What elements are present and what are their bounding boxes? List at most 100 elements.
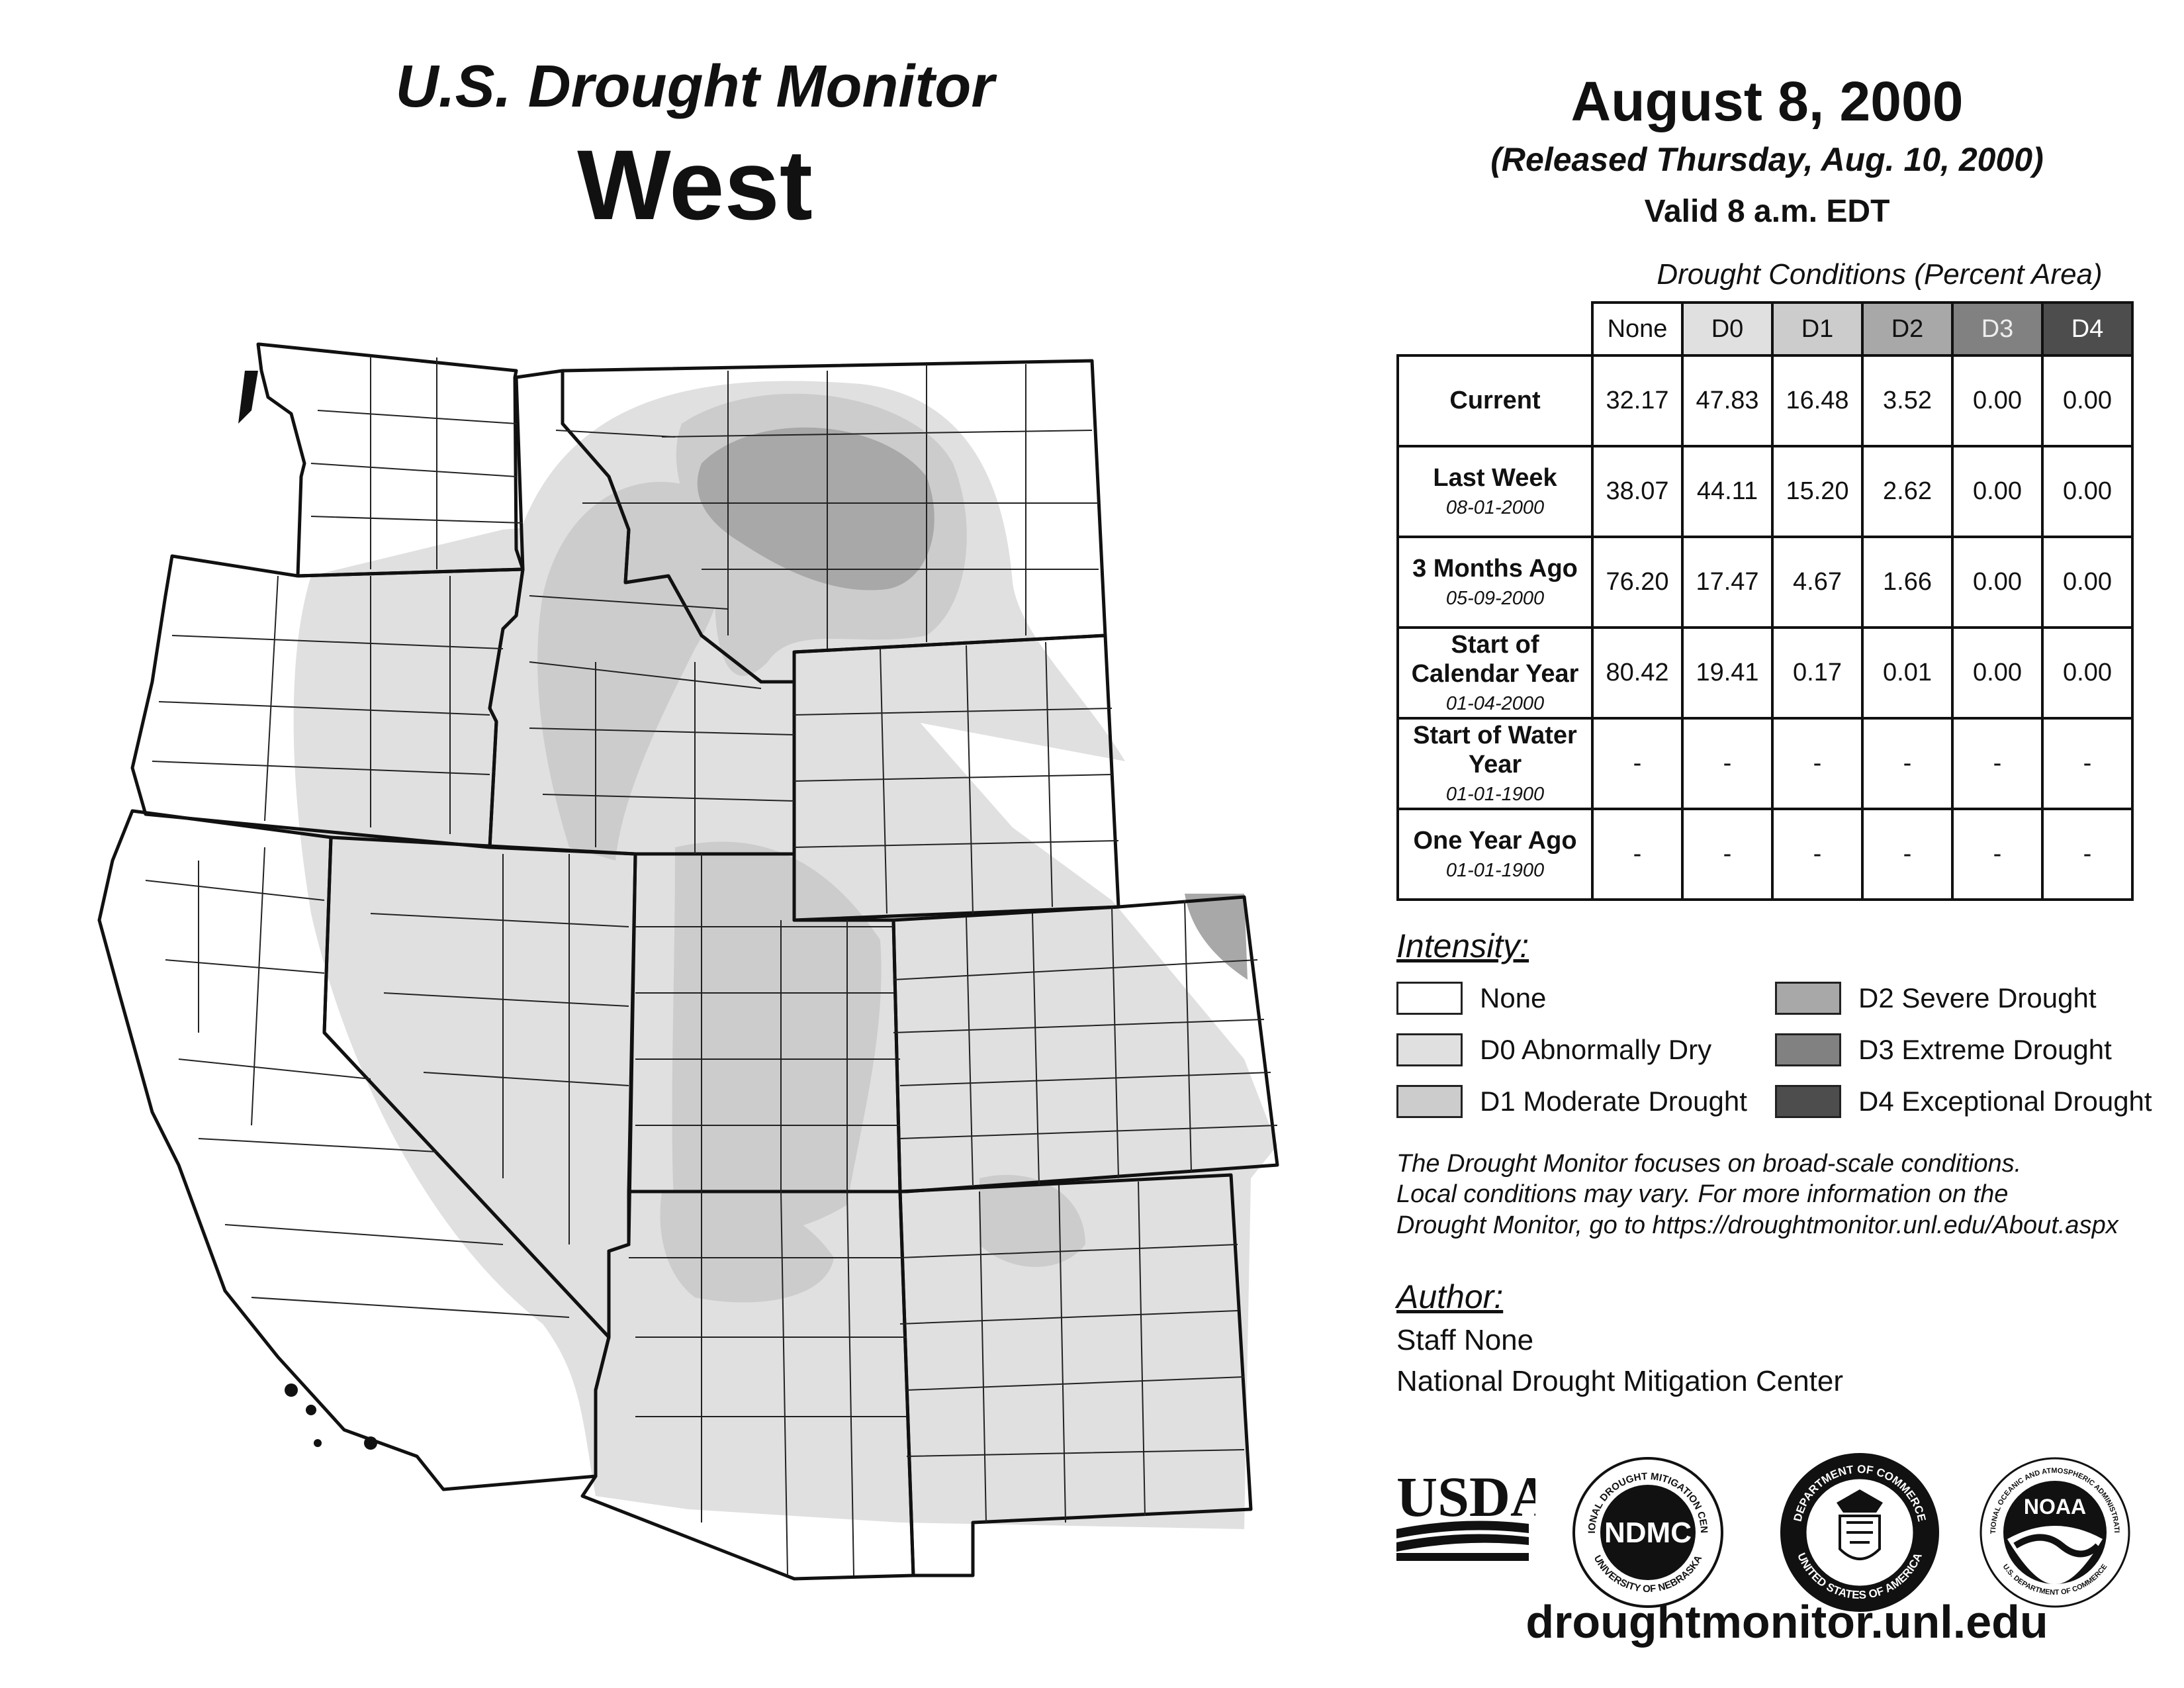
- disclaimer-note: The Drought Monitor focuses on broad-sca…: [1396, 1149, 2158, 1241]
- table-cell: -: [2041, 808, 2134, 901]
- table-cell: -: [1861, 808, 1954, 901]
- table-cell: 4.67: [1771, 536, 1864, 629]
- author-name: Staff None: [1396, 1324, 1534, 1356]
- table-cell: -: [1591, 808, 1684, 901]
- table-cell: -: [1591, 717, 1684, 810]
- table-cell: 15.20: [1771, 445, 1864, 538]
- legend-label-d3: D3 Extreme Drought: [1858, 1034, 2112, 1065]
- table-cell: -: [1771, 717, 1864, 810]
- table-cell: 19.41: [1681, 626, 1774, 720]
- drought-conditions-table: None D0 D1 D2 D3 D4 Current 32.17 47.83 …: [1396, 301, 2134, 901]
- table-caption: Drought Conditions (Percent Area): [1657, 258, 2103, 291]
- website-link[interactable]: droughtmonitor.unl.edu: [1525, 1596, 2048, 1648]
- legend-label-d0: D0 Abnormally Dry: [1480, 1034, 1712, 1065]
- usda-logo: USDA: [1396, 1465, 1535, 1561]
- table-cell: 0.01: [1861, 626, 1954, 720]
- table-cell: 38.07: [1591, 445, 1684, 538]
- legend-item-d2: D2 Severe Drought: [1775, 978, 2097, 1018]
- row-label-text: Start of Calendar Year: [1411, 631, 1579, 688]
- county-lines: [145, 357, 1278, 1576]
- legend-swatch-d2: [1775, 982, 1841, 1015]
- column-header-d4: D4: [2041, 301, 2134, 357]
- table-cell: 0.17: [1771, 626, 1864, 720]
- table-row: Last Week 08-01-2000 38.07 44.11 15.20 2…: [1396, 445, 2134, 538]
- state-new-mexico: [898, 1173, 1253, 1577]
- column-header-d3: D3: [1951, 301, 2044, 357]
- ndmc-logo: NATIONAL DROUGHT MITIGATION CENTER UNIVE…: [1569, 1453, 1723, 1608]
- monitor-title: U.S. Drought Monitor: [395, 54, 995, 120]
- note-line: Drought Monitor, go to https://droughtmo…: [1396, 1211, 2118, 1239]
- table-cell: 0.00: [2041, 354, 2134, 447]
- department-of-commerce-seal: DEPARTMENT OF COMMERCE UNITED STATES OF …: [1780, 1453, 1939, 1612]
- table-cell: -: [1951, 808, 2044, 901]
- region-title: West: [577, 129, 813, 240]
- table-cell: 0.00: [1951, 354, 2044, 447]
- islands: [238, 371, 377, 1450]
- table-cell: -: [1681, 808, 1774, 901]
- row-label: Current: [1396, 354, 1594, 447]
- row-label-text: Last Week: [1433, 463, 1557, 492]
- legend-label-d4: D4 Exceptional Drought: [1858, 1086, 2152, 1117]
- table-row: One Year Ago 01-01-1900 - - - - - -: [1396, 808, 2134, 901]
- row-label-text: Start of Water Year: [1413, 722, 1577, 778]
- legend-label-d1: D1 Moderate Drought: [1480, 1086, 1747, 1117]
- column-header-d0: D0: [1681, 301, 1774, 357]
- title-block: U.S. Drought Monitor West: [0, 53, 1390, 242]
- legend-title: Intensity:: [1396, 927, 1529, 964]
- noaa-logo: NATIONAL OCEANIC AND ATMOSPHERIC ADMINIS…: [1976, 1453, 2130, 1608]
- table-cell: 0.00: [2041, 626, 2134, 720]
- table-cell: 16.48: [1771, 354, 1864, 447]
- table-cell: 1.66: [1861, 536, 1954, 629]
- legend-item-d0: D0 Abnormally Dry: [1396, 1030, 1711, 1070]
- row-label-text: Current: [1449, 386, 1541, 414]
- row-label-date: 05-09-2000: [1445, 587, 1545, 609]
- row-label: Last Week 08-01-2000: [1396, 445, 1594, 538]
- state-boundaries: [97, 342, 1279, 1581]
- table-row: Start of Water Year 01-01-1900 - - - - -…: [1396, 717, 2134, 810]
- table-row: Start of Calendar Year 01-04-2000 80.42 …: [1396, 626, 2134, 720]
- table-cell: 47.83: [1681, 354, 1774, 447]
- column-header-none: None: [1591, 301, 1684, 357]
- legend-item-d4: D4 Exceptional Drought: [1775, 1082, 2152, 1121]
- column-header-d2: D2: [1861, 301, 1954, 357]
- table-cell: -: [1951, 717, 2044, 810]
- header-blank-cell: [1398, 303, 1592, 355]
- table-cell: 32.17: [1591, 354, 1684, 447]
- table-cell: 76.20: [1591, 536, 1684, 629]
- map-date: August 8, 2000: [1570, 70, 1964, 132]
- row-label-date: 01-01-1900: [1445, 783, 1545, 805]
- table-cell: 0.00: [1951, 626, 2044, 720]
- author-title: Author:: [1396, 1278, 1504, 1315]
- legend-item-d1: D1 Moderate Drought: [1396, 1082, 1747, 1121]
- table-row: Current 32.17 47.83 16.48 3.52 0.00 0.00: [1396, 354, 2134, 447]
- column-header-d1: D1: [1771, 301, 1864, 357]
- drought-map: [97, 342, 1279, 1581]
- usda-logo-text: USDA: [1396, 1465, 1535, 1528]
- legend-swatch-d3: [1775, 1033, 1841, 1066]
- row-label-date: 01-01-1900: [1445, 859, 1545, 881]
- drought-shading-d2: [697, 427, 1248, 980]
- row-label: Start of Water Year 01-01-1900: [1396, 717, 1594, 810]
- table-cell: 0.00: [1951, 445, 2044, 538]
- table-cell: 17.47: [1681, 536, 1774, 629]
- row-label: 3 Months Ago 05-09-2000: [1396, 536, 1594, 629]
- legend-swatch-d4: [1775, 1085, 1841, 1118]
- row-label-date: 01-04-2000: [1445, 692, 1545, 714]
- ndmc-logo-text: NDMC: [1604, 1517, 1692, 1549]
- legend-item-none: None: [1396, 978, 1546, 1018]
- table-cell: 2.62: [1861, 445, 1954, 538]
- row-label-text: 3 Months Ago: [1412, 554, 1578, 583]
- table-row: 3 Months Ago 05-09-2000 76.20 17.47 4.67…: [1396, 536, 2134, 629]
- valid-time: Valid 8 a.m. EDT: [1644, 194, 1890, 229]
- table-cell: 80.42: [1591, 626, 1684, 720]
- table-cell: 0.00: [1951, 536, 2044, 629]
- legend-label-d2: D2 Severe Drought: [1858, 982, 2097, 1013]
- release-date: (Released Thursday, Aug. 10, 2000): [1490, 141, 2044, 178]
- table-cell: 44.11: [1681, 445, 1774, 538]
- row-label: Start of Calendar Year 01-04-2000: [1396, 626, 1594, 720]
- table-cell: 3.52: [1861, 354, 1954, 447]
- table-cell: -: [1771, 808, 1864, 901]
- date-block: August 8, 2000 (Released Thursday, Aug. …: [1430, 70, 2105, 230]
- noaa-logo-text: NOAA: [2024, 1495, 2086, 1519]
- note-line: The Drought Monitor focuses on broad-sca…: [1396, 1150, 2022, 1178]
